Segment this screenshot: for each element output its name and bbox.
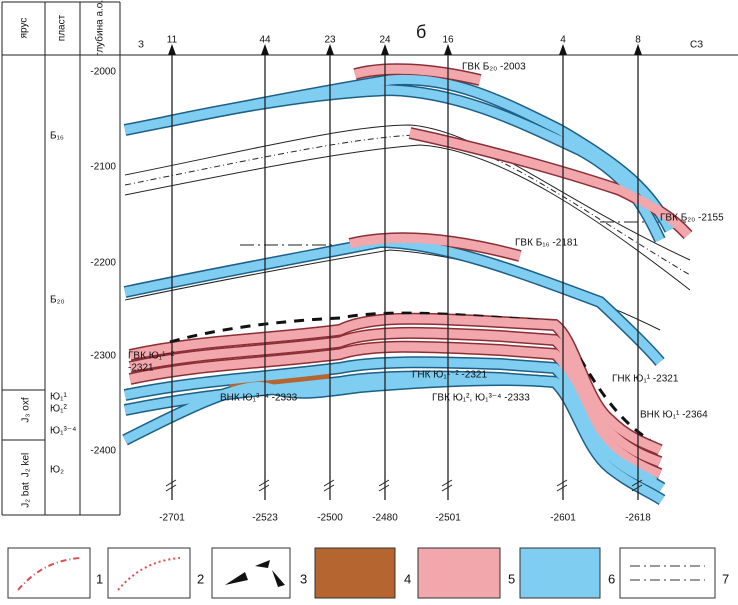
direction: З (138, 40, 144, 51)
well-head (261, 44, 269, 55)
well-bottom: -2601 (550, 513, 576, 524)
col-head: ярус (19, 18, 30, 39)
col-head: глубина а.о. (94, 0, 106, 56)
contact: ГВК Б₂₀ -2003 (462, 62, 526, 73)
legend-number: 5 (508, 571, 515, 586)
legend: 1 2 3 4 5 6 7 (8, 548, 729, 598)
well-name: 11 (167, 35, 178, 46)
stage: J₂ bat (21, 482, 32, 508)
stratum: Ю₁¹ (50, 392, 67, 403)
contact: ГНК Ю₁¹⁻² -2321 (412, 370, 487, 381)
stratum: Ю₁² (50, 404, 67, 415)
contact: ГНК Ю₁¹ -2321 (612, 374, 679, 385)
well-head (559, 44, 567, 55)
legend-number: 2 (197, 571, 204, 586)
well-break (379, 480, 389, 491)
contact: ВНК Ю₁³⁻⁴ -2333 (220, 393, 298, 404)
legend-number: 4 (404, 571, 411, 586)
depth: -2100 (90, 162, 116, 173)
contact: ГВК Ю₁², Ю₁³⁻⁴ -2333 (432, 393, 530, 404)
well-head (326, 44, 334, 55)
well-name: 16 (442, 35, 454, 46)
well-break (557, 480, 567, 491)
contact: ГВК Ю₁¹⁻² (128, 351, 175, 362)
well-name: 24 (379, 35, 391, 46)
stage: J₃ oxf (21, 397, 32, 422)
well-bottom: -2501 (435, 513, 461, 524)
contact: ГВК Б₁₆ -2181 (515, 238, 578, 249)
col-head: пласт (57, 14, 68, 41)
section-label: б (416, 22, 426, 42)
well-head (634, 44, 642, 55)
stratum: Ю₁³⁻⁴ (50, 426, 76, 437)
stratum: Б₁₆ (50, 131, 64, 142)
stage: J₂ kel (21, 453, 32, 477)
well-break (324, 480, 334, 491)
well-break (259, 480, 269, 491)
well-bottom: -2480 (372, 513, 398, 524)
well-bottom: -2701 (159, 513, 185, 524)
contact: ГВК Б₂₀ -2155 (660, 213, 724, 224)
well-break (166, 480, 176, 491)
well-name: 4 (560, 35, 566, 46)
direction: СЗ (690, 40, 703, 51)
well-name: 8 (635, 35, 641, 46)
well-bottom: -2500 (317, 513, 343, 524)
well-bottom: -2618 (625, 513, 651, 524)
layers (125, 69, 690, 500)
well-break (442, 480, 452, 491)
well-head (381, 44, 389, 55)
depth: -2000 (90, 67, 116, 78)
strata: Б₁₆ Б₂₀ Ю₁¹ Ю₁² Ю₁³⁻⁴ Ю₂ J₃ oxf J₂ kel J… (21, 131, 77, 508)
depth: -2400 (90, 446, 116, 457)
well-name: 44 (259, 35, 271, 46)
contact: -2321 (128, 363, 154, 374)
stratum: Б₂₀ (50, 295, 65, 306)
legend-number: 7 (722, 571, 729, 586)
depth-scale: -2000 -2100 -2200 -2300 -2400 (90, 67, 116, 457)
legend-number: 1 (96, 571, 103, 586)
legend-number: 3 (300, 571, 307, 586)
well-name: 23 (324, 35, 336, 46)
depth: -2200 (90, 258, 116, 269)
legend-number: 6 (608, 571, 615, 586)
section: ярус пласт глубина а.о. З СЗ б -2000 -21… (0, 0, 738, 605)
contact: ВНК Ю₁¹ -2364 (640, 410, 708, 421)
well-bottom: -2523 (252, 513, 278, 524)
well-head (168, 44, 176, 55)
stratum: Ю₂ (50, 465, 64, 476)
well-head (444, 44, 452, 55)
depth: -2300 (90, 351, 116, 362)
